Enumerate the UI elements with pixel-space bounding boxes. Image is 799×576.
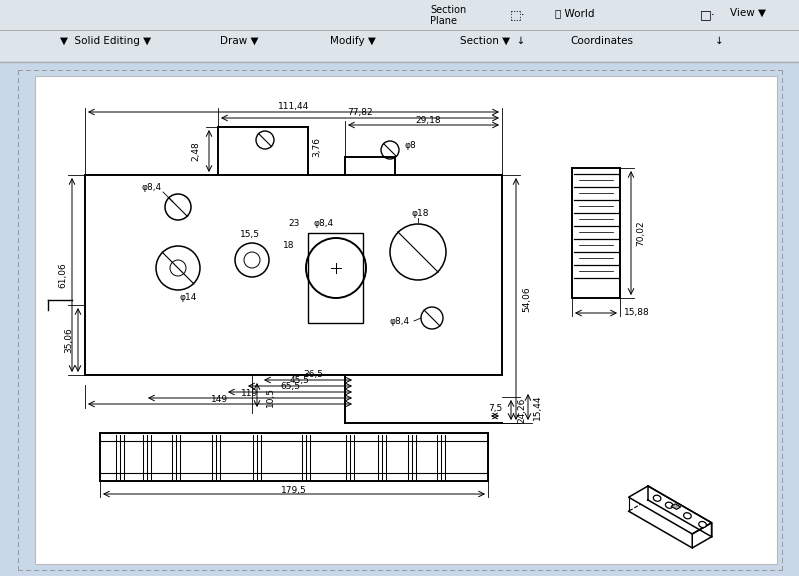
Ellipse shape	[699, 521, 706, 528]
Text: φ18: φ18	[411, 210, 429, 218]
Text: Modify ▼: Modify ▼	[330, 36, 376, 46]
Ellipse shape	[666, 502, 673, 508]
Text: □·: □·	[700, 8, 716, 21]
Text: 7,5: 7,5	[488, 404, 502, 412]
Text: ⬚·: ⬚·	[510, 8, 526, 21]
Text: 45,5: 45,5	[290, 377, 310, 385]
Bar	[308, 233, 363, 323]
Text: Section: Section	[430, 5, 467, 15]
Polygon shape	[671, 504, 681, 509]
Text: 54,06: 54,06	[523, 286, 531, 312]
Bar	[100, 433, 488, 481]
Text: 149: 149	[212, 395, 229, 404]
Ellipse shape	[654, 495, 661, 501]
Text: Draw ▼: Draw ▼	[220, 36, 259, 46]
Text: View ▼: View ▼	[730, 8, 766, 18]
Text: ▼  Solid Editing ▼: ▼ Solid Editing ▼	[60, 36, 151, 46]
Text: Coordinates: Coordinates	[570, 36, 633, 46]
Text: 24,26: 24,26	[518, 397, 527, 423]
Ellipse shape	[684, 513, 691, 519]
Text: 61,06: 61,06	[58, 262, 67, 288]
Text: Section ▼  ↓: Section ▼ ↓	[460, 36, 526, 46]
Text: 🌐 World: 🌐 World	[555, 8, 594, 18]
Text: ↓: ↓	[715, 36, 724, 46]
Text: 15,88: 15,88	[624, 309, 650, 317]
Text: 10,5: 10,5	[265, 387, 275, 407]
Text: φ8,4: φ8,4	[142, 183, 162, 191]
Text: 18: 18	[283, 241, 294, 249]
Text: 77,82: 77,82	[348, 108, 373, 118]
Bar	[0, 0, 799, 62]
Text: φ14: φ14	[180, 294, 197, 302]
Text: 36,5: 36,5	[303, 370, 323, 380]
Text: 29,18: 29,18	[415, 116, 441, 124]
Polygon shape	[648, 486, 712, 537]
Text: 35,06: 35,06	[65, 327, 74, 353]
Text: 70,02: 70,02	[637, 220, 646, 246]
Text: 179,5: 179,5	[281, 486, 307, 495]
Polygon shape	[629, 486, 712, 534]
Text: 15,5: 15,5	[240, 229, 260, 238]
Text: Plane: Plane	[430, 16, 457, 26]
Bar	[572, 168, 620, 298]
Text: 111,44: 111,44	[278, 103, 309, 112]
Text: 65,5: 65,5	[280, 382, 300, 392]
Polygon shape	[692, 523, 712, 548]
Text: 3,76: 3,76	[312, 137, 321, 157]
Text: φ8,4: φ8,4	[390, 316, 410, 325]
Text: 23: 23	[288, 218, 300, 228]
Text: 119: 119	[241, 388, 259, 397]
Bar	[35, 76, 777, 564]
Text: 15,44: 15,44	[532, 394, 542, 420]
Text: φ8,4: φ8,4	[313, 218, 333, 228]
Text: φ8: φ8	[404, 141, 415, 150]
Text: 2,48: 2,48	[192, 141, 201, 161]
